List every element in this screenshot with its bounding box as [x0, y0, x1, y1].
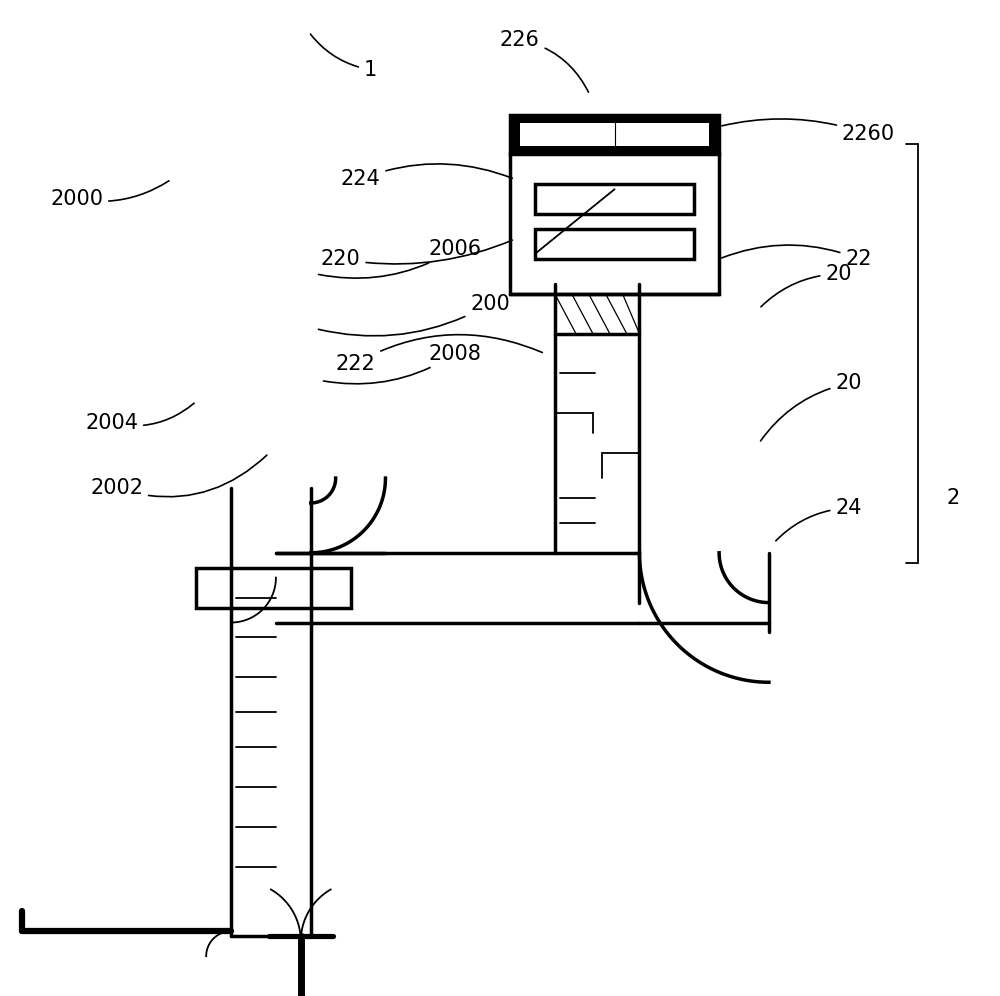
Text: 2008: 2008 [323, 344, 482, 383]
Bar [510, 154, 719, 294]
Text: 224: 224 [341, 164, 512, 189]
Text: 222: 222 [336, 335, 542, 374]
Bar [196, 568, 351, 608]
Bar [510, 115, 719, 154]
Bar [535, 229, 694, 259]
Bar [520, 123, 709, 146]
Text: 20: 20 [761, 264, 852, 307]
Text: 22: 22 [722, 245, 872, 269]
Text: 2002: 2002 [90, 455, 267, 498]
Text: 2000: 2000 [50, 181, 169, 209]
Text: 24: 24 [776, 498, 862, 541]
Bar [535, 184, 694, 214]
Text: 1: 1 [310, 34, 377, 80]
Text: 220: 220 [321, 240, 512, 269]
Text: 226: 226 [500, 30, 588, 92]
Text: 200: 200 [318, 294, 510, 336]
Text: 20: 20 [761, 374, 862, 441]
Text: 2004: 2004 [85, 403, 194, 433]
Text: 2260: 2260 [722, 119, 895, 144]
Text: 2: 2 [947, 488, 960, 508]
Text: 2006: 2006 [318, 239, 482, 278]
